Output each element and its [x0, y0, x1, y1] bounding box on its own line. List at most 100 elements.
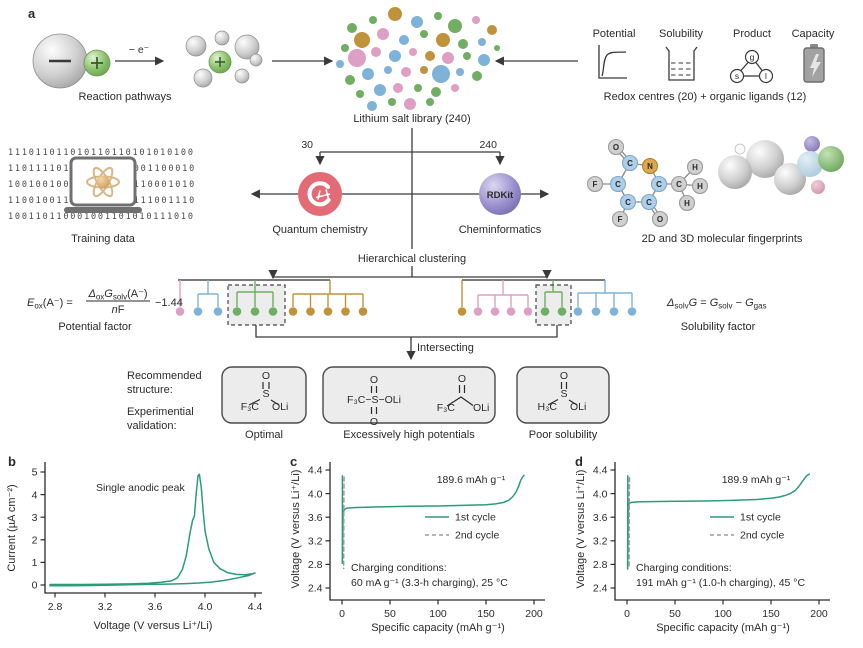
note-line: Charging conditions:: [636, 562, 732, 574]
library-dot: [377, 28, 389, 40]
library-dot: [431, 87, 441, 97]
metric-label-solubility: Solubility: [659, 28, 704, 40]
x-tick-label: 50: [384, 608, 396, 620]
library-dot: [478, 54, 490, 66]
atom-circle: [619, 193, 637, 211]
atom-label: N: [647, 162, 653, 171]
methods-group: Quantum chemistry RDKit Cheminformatics: [250, 172, 550, 236]
x-tick-label: 150: [477, 608, 495, 620]
library-dot: [434, 12, 442, 20]
y-tick-label: 4.0: [308, 488, 323, 500]
library-dot: [478, 38, 486, 46]
chart-b: 2.8 3.2 3.6 4.0 4.4 0 1 2 3 4 5 Current (µA cm⁻²) Vo…: [6, 454, 262, 632]
gaussian-bench-glyph: [315, 189, 331, 200]
binary-row: 110001010: [134, 180, 196, 190]
x-tick-label: 3.6: [148, 601, 163, 613]
atom-circle: [650, 175, 668, 193]
library-dot: [414, 84, 422, 92]
y-tick-label: 4.4: [593, 465, 608, 477]
atom-label: C: [627, 159, 633, 168]
y-axis-label: Voltage (V versus Li⁺/Li): [575, 470, 587, 589]
solubility-equation-group: ΔsolvG = Gsolv − Ggas Solubility factor: [666, 297, 767, 333]
reaction-caption: Reaction pathways: [79, 91, 172, 103]
x-tick-label: 150: [762, 608, 780, 620]
library-dot: [369, 16, 377, 24]
branch-count-right: 240: [479, 139, 497, 151]
metrics-caption: Redox centres (20) + organic ligands (12…: [604, 91, 807, 103]
fragment-sphere: [249, 53, 263, 67]
library-dot: [341, 44, 349, 52]
x-tick-label: 2.8: [48, 601, 63, 613]
phase-s: s: [735, 71, 739, 81]
molecule-optimal: F₃C S O OLi: [241, 370, 289, 413]
y-tick-label: 4.4: [308, 465, 323, 477]
library-dot: [456, 68, 464, 76]
eq-potential-tail: −1.44: [155, 297, 183, 309]
clustering-group: Hierarchical clustering: [268, 253, 552, 280]
series-1st cycle: [626, 473, 811, 570]
box-caption-optimal: Optimal: [245, 429, 283, 441]
binary-row: 110010011: [8, 196, 70, 206]
binary-row: 001100010: [134, 164, 196, 174]
library-dot: [371, 47, 381, 57]
library-dot: [442, 52, 454, 64]
binary-row: 111011011010110110101010100: [8, 148, 195, 158]
library-dot: [389, 50, 401, 62]
annotation: 189.6 mAh g⁻¹: [437, 474, 506, 486]
note-line: 191 mAh g⁻¹ (1.0-h charging), 45 °C: [636, 577, 805, 589]
y-tick-label: 2.8: [308, 559, 323, 571]
molecule-sulfonate: F₃C−S−OLi O O: [347, 374, 401, 428]
eq-potential-denominator: nF: [112, 304, 125, 316]
legend-label: 1st cycle: [455, 512, 496, 524]
atom-circle: [670, 175, 688, 193]
library-dot: [425, 51, 435, 61]
library-dot: [401, 67, 411, 77]
molecule-poor-solubility: H₃C S O OLi: [538, 370, 587, 413]
panels-bcd: 2.8 3.2 3.6 4.0 4.4 0 1 2 3 4 5 Current (µA cm⁻²) Vo…: [6, 454, 830, 634]
x-tick-label: 4.4: [248, 601, 263, 613]
mol1-f3c: F₃C: [241, 401, 260, 413]
laptop-icon: [64, 156, 142, 213]
library-dot: [354, 32, 370, 48]
series-1st cycle: [341, 474, 525, 564]
metric-label-potential: Potential: [593, 28, 636, 40]
structure-box-high-potential: [322, 366, 496, 424]
library-dot: [362, 68, 374, 80]
experimental-validation-label2: validation:: [127, 420, 177, 432]
recommendation-group: Recommended structure: Experimential val…: [127, 366, 610, 441]
legend-label: 2nd cycle: [455, 530, 500, 542]
chart-d: 0 50 100 150 200 2.4 2.8 3.2 3.6 4.0 4.4 Voltage (V…: [575, 454, 830, 634]
rdkit-icon: [479, 173, 521, 215]
metric-label-product: Product: [733, 28, 771, 40]
potential-curve-icon: [598, 45, 627, 79]
mol2a-o-top: O: [370, 374, 378, 386]
atom-circle: [586, 175, 604, 193]
metric-label-capacity: Capacity: [792, 28, 835, 40]
mol2b-o: O: [458, 373, 466, 385]
library-dot: [384, 66, 392, 74]
atom-circle: [621, 154, 639, 172]
library-dot: [436, 33, 450, 47]
potential-factor-caption: Potential factor: [58, 321, 132, 333]
atom-circle: [641, 157, 659, 175]
library-dot: [472, 71, 482, 81]
library-dot: [487, 25, 497, 35]
x-tick-label: 200: [525, 608, 543, 620]
training-data-caption: Training data: [71, 233, 136, 245]
library-dot: [345, 75, 355, 85]
branch-count-left: 30: [301, 139, 313, 151]
library-dot: [472, 16, 480, 24]
training-data-group: 111011011010110110101010100 110111101 00…: [8, 148, 196, 245]
intersecting-group: Intersecting: [255, 325, 558, 361]
dendrogram-solubility: [457, 279, 637, 326]
axes: [329, 462, 545, 601]
intersect-connector: [255, 325, 558, 338]
atom-label: F: [618, 215, 623, 224]
library-dot: [411, 16, 423, 28]
library-dot: [463, 52, 471, 60]
panel-label-b: b: [8, 454, 16, 469]
library-dot: [404, 98, 416, 110]
mol3-s: S: [560, 388, 567, 400]
mol3-oli: OLi: [570, 401, 586, 413]
